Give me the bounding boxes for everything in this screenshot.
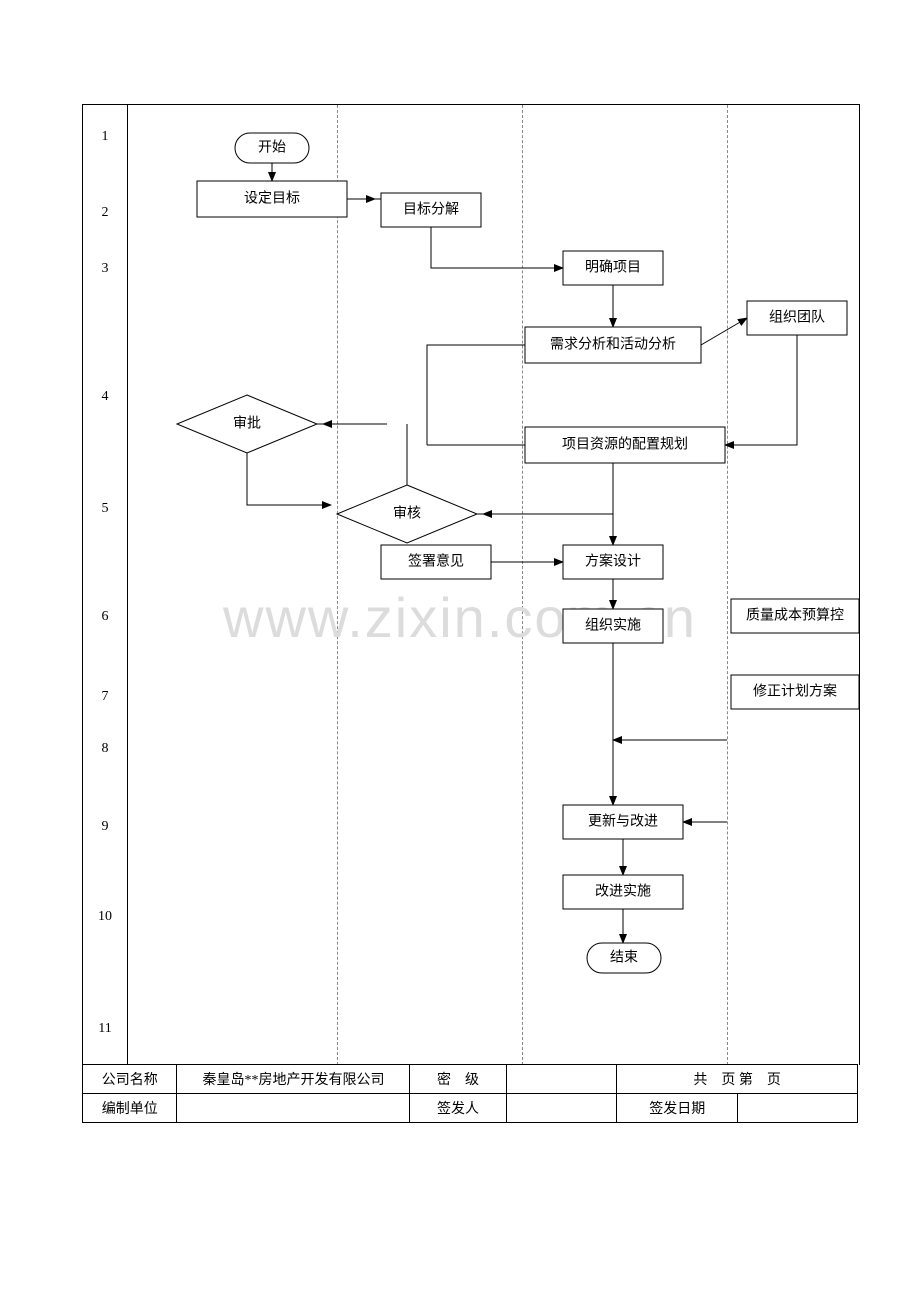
signer-label: 签发人 [410, 1094, 506, 1123]
node-design: 方案设计 [563, 545, 663, 579]
row-num-1: 1 [83, 129, 127, 145]
node-label-qc_budget: 质量成本预算控 [746, 608, 844, 624]
edge-3 [431, 227, 563, 268]
node-req_act: 需求分析和活动分析 [525, 327, 701, 363]
edge-7 [427, 345, 525, 445]
row-num-11: 11 [83, 1021, 127, 1037]
row-num-3: 3 [83, 261, 127, 277]
node-label-review: 审核 [393, 506, 421, 522]
node-start: 开始 [235, 133, 309, 163]
flowchart-svg: 开始设定目标目标分解明确项目需求分析和活动分析 组织团队项目资源的配置规划 审批审核… [127, 105, 859, 1065]
edge-1 [347, 199, 381, 210]
row-num-8: 8 [83, 741, 127, 757]
node-res_plan: 项目资源的配置规划 [525, 427, 725, 463]
node-impl2: 改进实施 [563, 875, 683, 909]
node-label-update: 更新与改进 [588, 814, 658, 830]
row-num-9: 9 [83, 819, 127, 835]
edge-9 [247, 453, 331, 505]
node-label-set_goal: 设定目标 [244, 191, 300, 207]
dept-label: 编制单位 [83, 1094, 177, 1123]
secret-value [506, 1065, 617, 1094]
node-clarify: 明确项目 [563, 251, 663, 285]
node-label-org_team: 组织团队 [769, 310, 825, 326]
dept-value [177, 1094, 410, 1123]
company-value: 秦皇岛**房地产开发有限公司 [177, 1065, 410, 1094]
node-label-req_act: 需求分析和活动分析 [550, 337, 676, 353]
node-sign: 签署意见 [381, 545, 491, 579]
row-number-column: 1 2 3 4 5 6 7 8 9 10 11 [83, 105, 128, 1065]
node-label-decompose: 目标分解 [403, 202, 459, 218]
page-label: 共 页 第 页 [617, 1065, 858, 1094]
node-impl: 组织实施 [563, 609, 663, 643]
node-end: 结束 [587, 943, 661, 973]
node-revise: 修正计划方案 [731, 675, 859, 709]
row-num-10: 10 [83, 909, 127, 925]
page: 1 2 3 4 5 6 7 8 9 10 11 www.zixin.com.cn… [0, 0, 920, 1302]
row-num-4: 4 [83, 389, 127, 405]
date-label: 签发日期 [617, 1094, 738, 1123]
row-num-5: 5 [83, 501, 127, 517]
node-label-sign: 签署意见 [408, 553, 464, 570]
node-org_team: 组织团队 [747, 301, 847, 335]
node-set_goal: 设定目标 [197, 181, 347, 217]
date-value [738, 1094, 858, 1123]
edge-6 [725, 335, 797, 445]
footer-table: 公司名称 秦皇岛**房地产开发有限公司 密 级 共 页 第 页 编制单位 签发人… [82, 1064, 858, 1123]
row-num-7: 7 [83, 689, 127, 705]
node-label-revise: 修正计划方案 [753, 683, 837, 700]
node-label-clarify: 明确项目 [585, 260, 641, 276]
row-num-6: 6 [83, 609, 127, 625]
node-label-approve: 审批 [233, 416, 261, 432]
node-qc_budget: 质量成本预算控 [731, 599, 859, 633]
row-num-2: 2 [83, 205, 127, 221]
node-label-end: 结束 [610, 950, 638, 966]
flowchart-area: 1 2 3 4 5 6 7 8 9 10 11 www.zixin.com.cn… [82, 104, 860, 1065]
node-update: 更新与改进 [563, 805, 683, 839]
company-label: 公司名称 [83, 1065, 177, 1094]
secret-label: 密 级 [410, 1065, 506, 1094]
edge-5 [701, 318, 747, 345]
signer-value [506, 1094, 617, 1123]
footer-row-1: 公司名称 秦皇岛**房地产开发有限公司 密 级 共 页 第 页 [83, 1065, 858, 1094]
node-decompose: 目标分解 [381, 193, 481, 227]
node-approve: 审批 [177, 395, 317, 453]
node-label-impl2: 改进实施 [595, 884, 651, 900]
node-label-res_plan: 项目资源的配置规划 [562, 437, 688, 453]
footer-row-2: 编制单位 签发人 签发日期 [83, 1094, 858, 1123]
node-review: 审核 [337, 485, 477, 543]
node-label-design: 方案设计 [585, 553, 641, 570]
node-label-start: 开始 [258, 140, 286, 156]
node-label-impl: 组织实施 [585, 618, 641, 634]
